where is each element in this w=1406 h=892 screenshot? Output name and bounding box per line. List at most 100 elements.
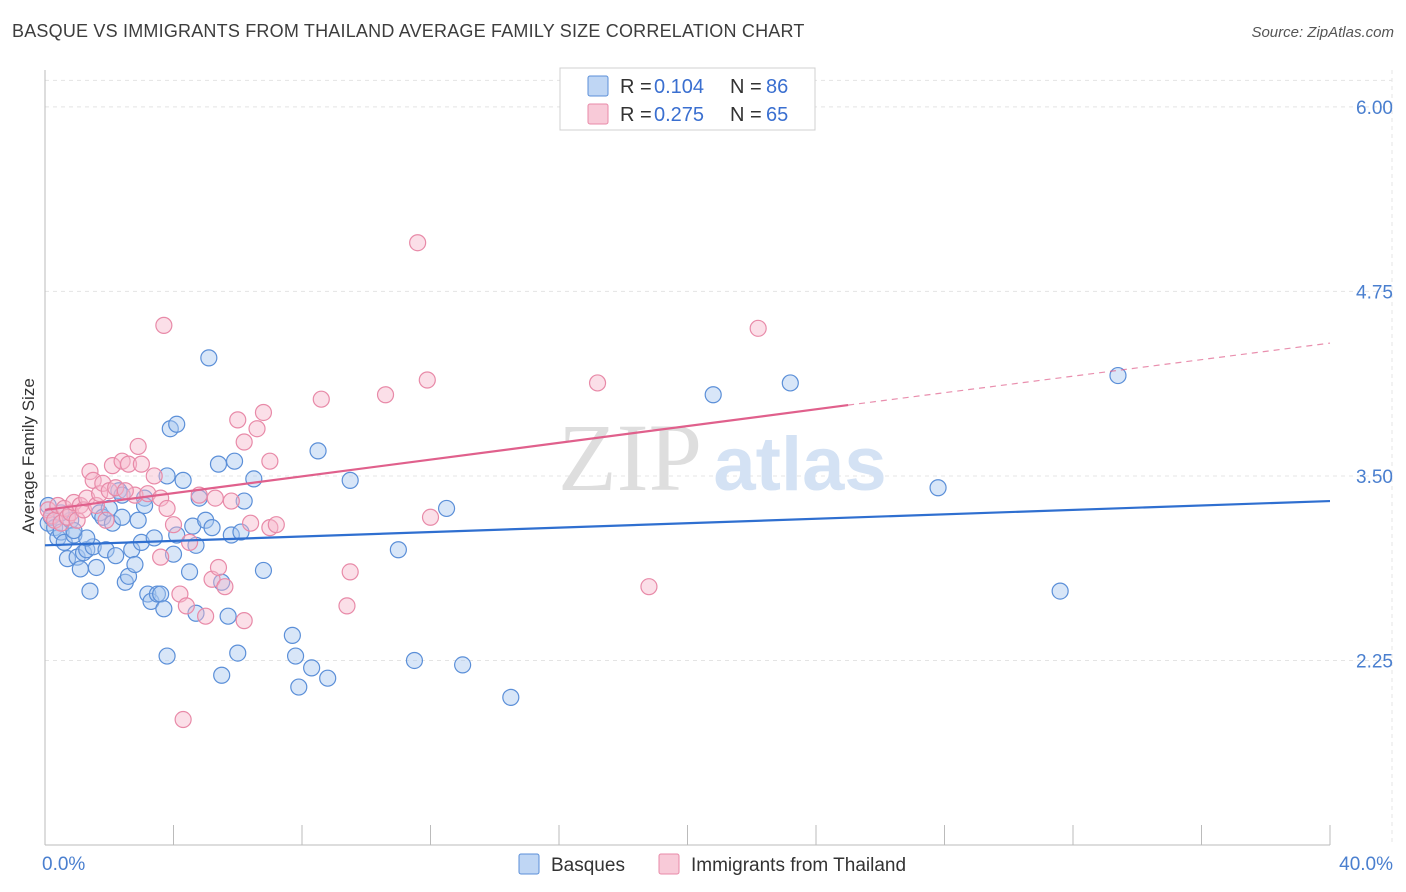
point-thailand-43	[235, 433, 253, 451]
point-basques-71	[781, 374, 799, 392]
x-tick-labels: 0.0% 40.0%	[42, 854, 1393, 875]
point-basques-41	[168, 526, 186, 544]
legend-r-label-thailand: R =	[620, 104, 652, 126]
point-thailand-16	[91, 485, 109, 503]
point-thailand-45	[248, 420, 266, 438]
trend-line-thailand	[44, 404, 849, 511]
point-basques-65	[389, 541, 407, 559]
y-tick-label-3: 6.00	[1356, 98, 1393, 119]
x-tick-label-1: 40.0%	[1339, 854, 1393, 875]
point-basques-22	[107, 547, 125, 565]
point-thailand-13	[81, 462, 99, 481]
legend-n-label-basques: N =	[730, 76, 762, 98]
point-thailand-18	[97, 511, 115, 529]
legend-r-value-thailand: 0.275	[654, 104, 704, 126]
data-points	[39, 234, 1127, 729]
y-tick-label-2: 4.75	[1356, 282, 1393, 303]
point-thailand-55	[640, 578, 658, 596]
legend-top: R = 0.104 N = 86 R = 0.275 N = 65	[559, 67, 816, 131]
point-thailand-39	[209, 558, 228, 577]
point-basques-28	[126, 555, 144, 574]
point-thailand-59	[312, 390, 330, 408]
point-thailand-53	[418, 371, 436, 389]
point-basques-16	[87, 558, 106, 577]
point-thailand-31	[164, 516, 183, 534]
legend-bottom-label-basques: Basques	[551, 855, 625, 876]
point-thailand-26	[132, 455, 150, 473]
point-basques-11	[71, 560, 89, 578]
point-thailand-63	[261, 452, 279, 470]
point-thailand-51	[421, 508, 440, 526]
point-basques-58	[213, 666, 231, 684]
point-thailand-60	[409, 234, 427, 252]
point-basques-82	[113, 508, 131, 526]
point-thailand-35	[180, 533, 199, 551]
point-basques-42	[174, 471, 192, 489]
point-basques-49	[209, 455, 228, 473]
point-thailand-48	[267, 516, 285, 534]
point-basques-37	[155, 600, 173, 618]
point-basques-64	[341, 471, 359, 489]
trend-lines	[44, 342, 1331, 547]
axes	[44, 70, 1331, 846]
y-tick-labels: 2.25 3.50 4.75 6.00	[1356, 98, 1393, 673]
point-thailand-25	[129, 437, 147, 456]
legend-swatch-thailand	[587, 103, 609, 125]
point-thailand-34	[177, 597, 195, 615]
y-tick-label-1: 3.50	[1356, 467, 1393, 488]
legend-bottom-swatch-basques	[518, 853, 540, 875]
trend-line-extension-thailand	[848, 342, 1331, 406]
point-basques-69	[502, 688, 520, 706]
point-thailand-50	[341, 563, 359, 581]
point-thailand-44	[242, 514, 260, 532]
point-thailand-23	[119, 455, 138, 473]
point-basques-60	[286, 647, 305, 665]
point-basques-21	[97, 541, 115, 559]
point-thailand-41	[222, 492, 240, 510]
legend-r-label-basques: R =	[620, 76, 652, 98]
point-thailand-58	[174, 710, 192, 729]
point-basques-67	[437, 499, 456, 518]
point-basques-77	[225, 452, 244, 470]
watermark-atlas: atlas	[713, 422, 886, 507]
grid-lines	[45, 70, 1393, 845]
point-basques-38	[158, 467, 176, 485]
point-thailand-37	[197, 607, 215, 625]
point-basques-75	[168, 415, 186, 433]
legend-r-value-basques: 0.104	[654, 76, 704, 98]
point-thailand-30	[158, 499, 176, 518]
point-basques-48	[203, 519, 221, 537]
point-thailand-57	[155, 316, 173, 334]
legend-swatch-basques	[587, 75, 609, 97]
point-basques-51	[219, 607, 237, 625]
point-thailand-56	[749, 319, 767, 337]
watermark: ZIP atlas	[558, 404, 887, 511]
point-thailand-62	[206, 489, 224, 507]
point-basques-29	[129, 511, 147, 529]
point-thailand-64	[116, 482, 134, 500]
point-basques-40	[164, 545, 183, 563]
point-basques-34	[145, 529, 163, 547]
point-thailand-46	[254, 403, 273, 422]
point-thailand-32	[152, 548, 170, 566]
point-basques-74	[1109, 366, 1127, 385]
point-thailand-28	[145, 467, 163, 485]
point-thailand-61	[235, 612, 253, 630]
point-basques-56	[254, 561, 273, 580]
point-basques-68	[454, 656, 472, 674]
point-thailand-54	[588, 374, 607, 392]
point-basques-70	[704, 386, 722, 404]
point-thailand-49	[338, 597, 356, 615]
chart-title: BASQUE VS IMMIGRANTS FROM THAILAND AVERA…	[12, 21, 805, 41]
legend-n-value-basques: 86	[766, 76, 788, 98]
point-basques-36	[152, 585, 170, 603]
point-basques-80	[78, 529, 96, 547]
point-basques-63	[319, 669, 337, 687]
legend-bottom: Basques Immigrants from Thailand	[518, 853, 906, 876]
point-basques-54	[235, 492, 253, 510]
point-basques-73	[1051, 582, 1069, 600]
point-thailand-42	[229, 411, 247, 429]
chart-source: Source: ZipAtlas.com	[1251, 24, 1394, 41]
watermark-zip: ZIP	[558, 404, 702, 511]
point-basques-14	[81, 582, 99, 600]
